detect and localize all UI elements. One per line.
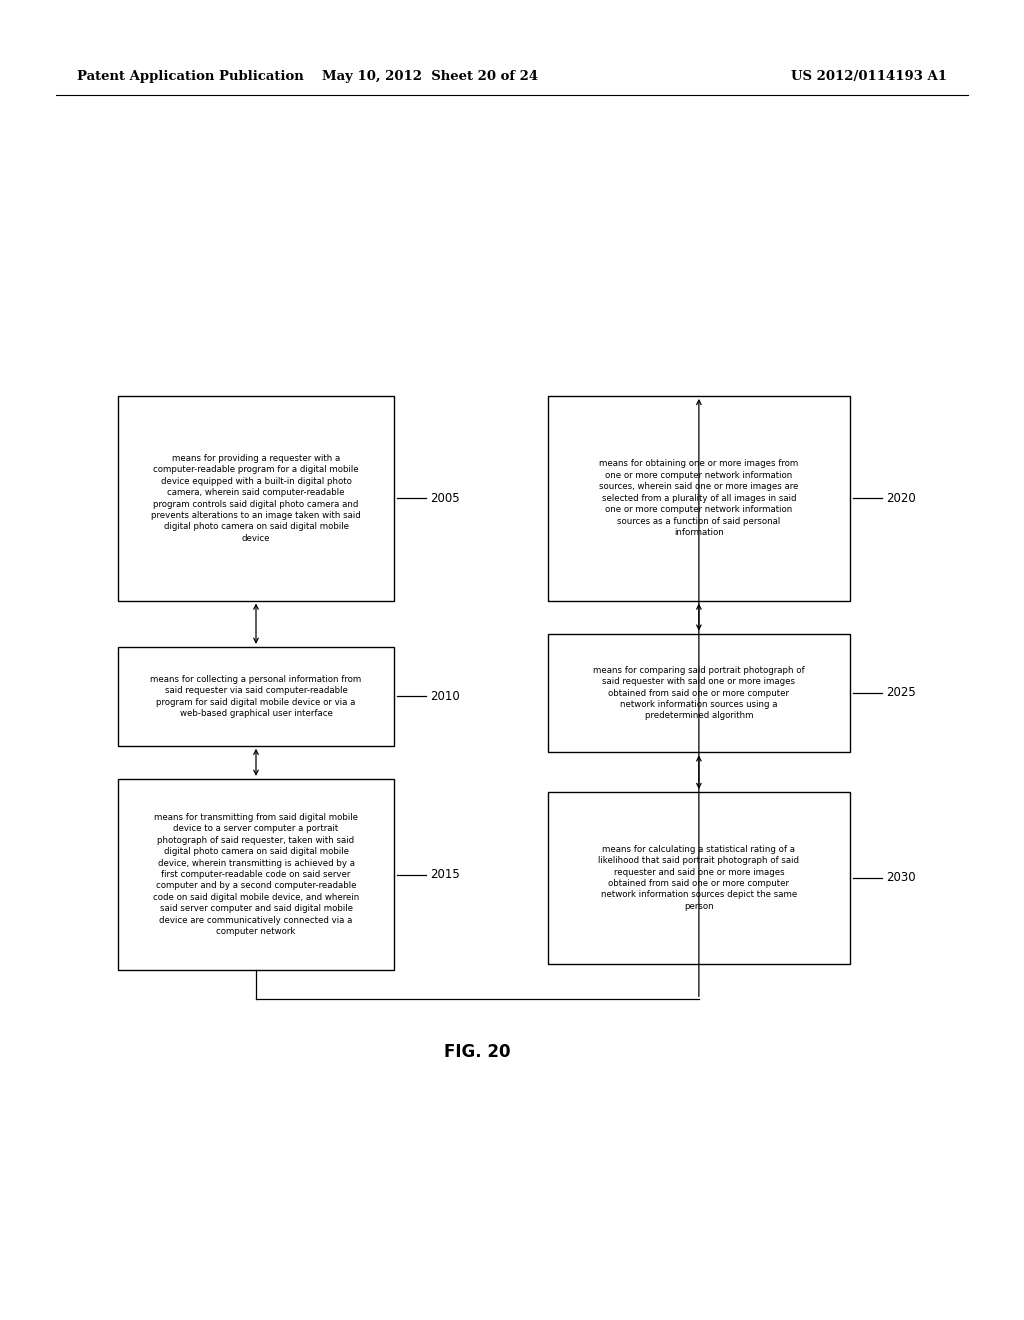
FancyBboxPatch shape xyxy=(548,792,850,964)
Text: 2010: 2010 xyxy=(430,690,460,702)
Text: FIG. 20: FIG. 20 xyxy=(444,1043,511,1061)
FancyBboxPatch shape xyxy=(118,779,394,970)
Text: 2015: 2015 xyxy=(430,869,460,880)
FancyBboxPatch shape xyxy=(548,396,850,601)
Text: 2025: 2025 xyxy=(886,686,915,700)
Text: 2030: 2030 xyxy=(886,871,915,884)
Text: means for calculating a statistical rating of a
likelihood that said portrait ph: means for calculating a statistical rati… xyxy=(598,845,800,911)
Text: 2020: 2020 xyxy=(886,492,915,504)
Text: means for transmitting from said digital mobile
device to a server computer a po: means for transmitting from said digital… xyxy=(153,813,359,936)
Text: Patent Application Publication: Patent Application Publication xyxy=(77,70,303,83)
Text: May 10, 2012  Sheet 20 of 24: May 10, 2012 Sheet 20 of 24 xyxy=(322,70,539,83)
Text: means for comparing said portrait photograph of
said requester with said one or : means for comparing said portrait photog… xyxy=(593,665,805,721)
FancyBboxPatch shape xyxy=(118,396,394,601)
Text: 2005: 2005 xyxy=(430,492,460,504)
Text: means for collecting a personal information from
said requester via said compute: means for collecting a personal informat… xyxy=(151,675,361,718)
Text: US 2012/0114193 A1: US 2012/0114193 A1 xyxy=(792,70,947,83)
FancyBboxPatch shape xyxy=(548,634,850,752)
Text: means for obtaining one or more images from
one or more computer network informa: means for obtaining one or more images f… xyxy=(599,459,799,537)
FancyBboxPatch shape xyxy=(118,647,394,746)
Text: means for providing a requester with a
computer-readable program for a digital m: means for providing a requester with a c… xyxy=(152,454,360,543)
